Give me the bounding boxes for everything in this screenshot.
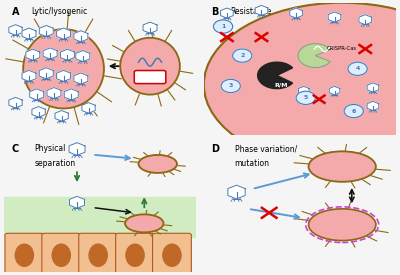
Polygon shape [69,143,85,155]
FancyBboxPatch shape [116,233,154,274]
Text: 5: 5 [304,95,308,100]
Polygon shape [255,6,268,15]
Polygon shape [9,97,22,108]
Wedge shape [258,62,293,89]
Polygon shape [74,73,88,84]
Circle shape [221,79,240,93]
Text: separation: separation [35,159,76,168]
Polygon shape [298,86,309,95]
Text: 4: 4 [355,66,360,71]
Text: mutation: mutation [234,159,270,168]
Circle shape [344,104,363,118]
Polygon shape [43,48,57,59]
Polygon shape [30,89,44,100]
Ellipse shape [308,151,376,182]
Polygon shape [82,103,95,113]
Polygon shape [228,185,245,199]
Text: Lytic/lysogenic: Lytic/lysogenic [31,7,87,16]
FancyBboxPatch shape [42,233,81,274]
Polygon shape [39,68,53,79]
Text: 6: 6 [352,109,356,114]
FancyBboxPatch shape [152,233,191,274]
Ellipse shape [23,29,104,108]
FancyBboxPatch shape [134,70,166,84]
Ellipse shape [52,244,70,266]
Text: D: D [212,144,220,154]
Ellipse shape [126,244,144,266]
Polygon shape [56,70,70,81]
Polygon shape [60,49,74,60]
Polygon shape [70,196,84,208]
Text: 2: 2 [240,53,244,58]
Text: 3: 3 [228,84,233,89]
Polygon shape [329,86,340,95]
Ellipse shape [163,244,181,266]
Circle shape [214,20,233,33]
Ellipse shape [120,38,180,95]
Polygon shape [32,107,45,117]
Circle shape [348,62,367,75]
Polygon shape [367,83,379,92]
Circle shape [296,91,315,104]
Text: C: C [12,144,19,154]
Polygon shape [290,8,302,18]
Ellipse shape [89,244,107,266]
Polygon shape [56,28,70,39]
Polygon shape [328,12,341,22]
Polygon shape [64,89,78,100]
Polygon shape [9,25,22,35]
Text: Phase variation/: Phase variation/ [234,144,297,153]
Wedge shape [298,44,330,67]
Polygon shape [220,8,233,18]
Ellipse shape [125,214,164,232]
Polygon shape [76,51,90,62]
Ellipse shape [204,3,400,167]
Text: 1: 1 [221,24,225,29]
Polygon shape [143,22,157,33]
Text: Physical: Physical [35,144,66,153]
Ellipse shape [308,209,376,241]
Polygon shape [26,49,40,60]
Text: Resistance: Resistance [231,7,272,16]
FancyBboxPatch shape [5,233,44,274]
Polygon shape [22,70,36,81]
Polygon shape [74,31,88,42]
Polygon shape [47,87,61,99]
Polygon shape [55,111,68,121]
Polygon shape [22,28,36,39]
Text: R/M: R/M [274,82,288,87]
Text: CRISPR-Cas: CRISPR-Cas [327,46,357,51]
FancyBboxPatch shape [79,233,118,274]
Ellipse shape [15,244,34,266]
Polygon shape [39,26,53,37]
Bar [4,197,196,236]
Text: B: B [212,7,219,17]
Text: A: A [12,7,19,17]
Polygon shape [367,101,379,111]
Polygon shape [359,15,372,25]
Ellipse shape [138,155,177,173]
Circle shape [233,49,252,62]
